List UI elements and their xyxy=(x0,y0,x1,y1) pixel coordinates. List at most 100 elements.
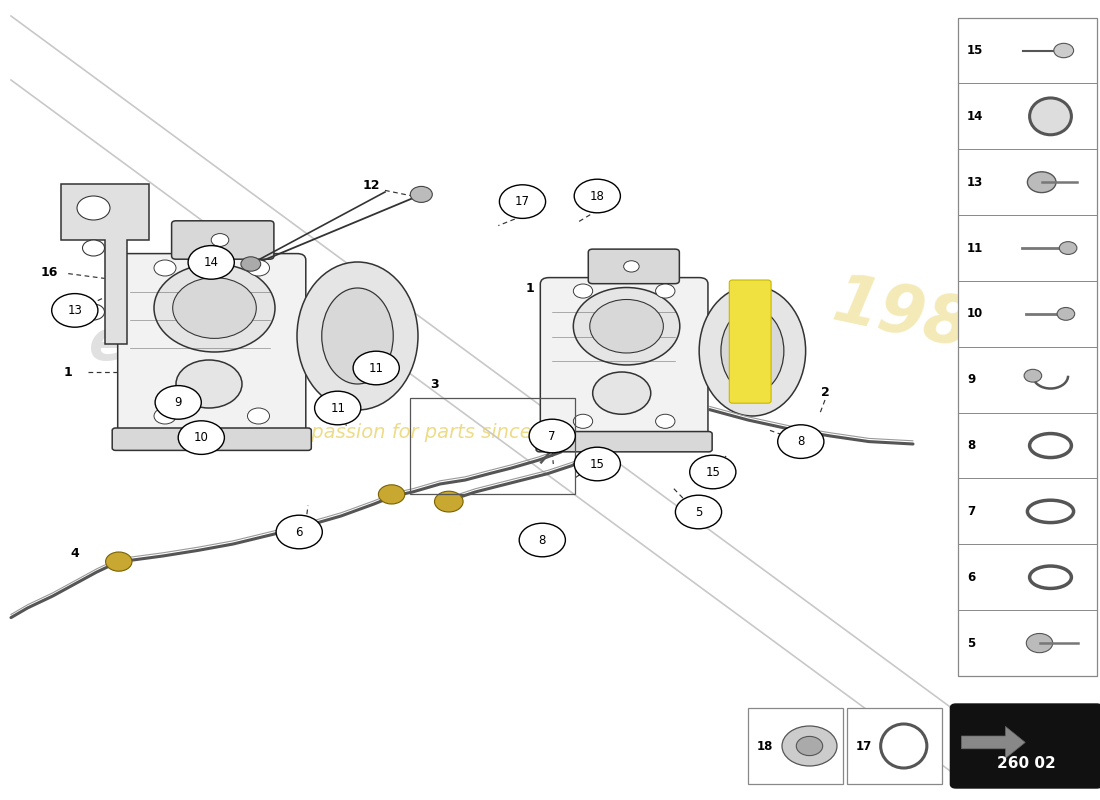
Text: 5: 5 xyxy=(695,506,702,518)
Circle shape xyxy=(154,408,176,424)
Text: 5: 5 xyxy=(967,637,975,650)
Bar xyxy=(748,708,843,784)
Text: 4: 4 xyxy=(70,547,79,560)
Ellipse shape xyxy=(297,262,418,410)
Circle shape xyxy=(315,391,361,425)
Circle shape xyxy=(82,240,104,256)
Text: 260 02: 260 02 xyxy=(997,757,1056,771)
Circle shape xyxy=(434,491,463,512)
Text: 8: 8 xyxy=(798,435,804,448)
Circle shape xyxy=(778,425,824,458)
Circle shape xyxy=(593,372,651,414)
Circle shape xyxy=(173,278,256,338)
Text: 14: 14 xyxy=(204,256,219,269)
Text: 1: 1 xyxy=(64,366,73,378)
Circle shape xyxy=(574,447,620,481)
Circle shape xyxy=(353,351,399,385)
Circle shape xyxy=(675,495,722,529)
Text: 18: 18 xyxy=(757,739,773,753)
Text: 16: 16 xyxy=(41,266,58,278)
Text: 13: 13 xyxy=(67,304,82,317)
Circle shape xyxy=(52,294,98,327)
Circle shape xyxy=(248,260,270,276)
Text: 9: 9 xyxy=(967,374,975,386)
Text: 17: 17 xyxy=(856,739,872,753)
Text: 1: 1 xyxy=(526,282,535,294)
FancyBboxPatch shape xyxy=(729,280,771,403)
Text: 1985: 1985 xyxy=(826,269,1022,371)
Circle shape xyxy=(276,515,322,549)
Circle shape xyxy=(782,726,837,766)
Circle shape xyxy=(624,261,639,272)
Circle shape xyxy=(1057,307,1075,320)
Polygon shape xyxy=(961,726,1025,758)
Circle shape xyxy=(656,284,675,298)
Circle shape xyxy=(690,455,736,489)
Circle shape xyxy=(574,179,620,213)
Bar xyxy=(958,18,1097,676)
Text: 8: 8 xyxy=(967,439,975,452)
Circle shape xyxy=(176,360,242,408)
Text: 2: 2 xyxy=(821,386,829,398)
Circle shape xyxy=(1059,242,1077,254)
Text: 6: 6 xyxy=(967,570,975,584)
Circle shape xyxy=(519,523,565,557)
Circle shape xyxy=(796,736,823,755)
Circle shape xyxy=(77,196,110,220)
FancyBboxPatch shape xyxy=(536,431,712,452)
Circle shape xyxy=(590,299,663,353)
Text: 15: 15 xyxy=(590,458,605,470)
Text: 6: 6 xyxy=(296,526,303,538)
Bar xyxy=(847,708,942,784)
Text: 9: 9 xyxy=(175,396,182,409)
Circle shape xyxy=(155,386,201,419)
FancyBboxPatch shape xyxy=(172,221,274,259)
Text: 14: 14 xyxy=(967,110,983,123)
Text: 11: 11 xyxy=(368,362,384,374)
Circle shape xyxy=(573,287,680,365)
Bar xyxy=(410,398,575,494)
Text: 15: 15 xyxy=(967,44,983,57)
Circle shape xyxy=(106,552,132,571)
Circle shape xyxy=(573,414,593,428)
Circle shape xyxy=(188,246,234,279)
Text: 10: 10 xyxy=(194,431,209,444)
Text: europarts: europarts xyxy=(89,317,395,371)
FancyBboxPatch shape xyxy=(112,428,311,450)
Text: 11: 11 xyxy=(330,402,345,414)
FancyBboxPatch shape xyxy=(540,278,708,446)
Text: 7: 7 xyxy=(549,430,556,442)
Circle shape xyxy=(154,260,176,276)
Circle shape xyxy=(82,304,104,320)
Circle shape xyxy=(178,421,224,454)
Circle shape xyxy=(248,408,270,424)
Text: 17: 17 xyxy=(515,195,530,208)
Circle shape xyxy=(1026,634,1053,653)
Text: 18: 18 xyxy=(590,190,605,202)
FancyBboxPatch shape xyxy=(118,254,306,442)
Circle shape xyxy=(1054,43,1074,58)
Circle shape xyxy=(1027,172,1056,193)
Text: 11: 11 xyxy=(967,242,983,254)
Circle shape xyxy=(529,419,575,453)
Text: 12: 12 xyxy=(363,179,381,192)
Circle shape xyxy=(656,414,675,428)
Circle shape xyxy=(410,186,432,202)
Ellipse shape xyxy=(700,286,805,416)
Circle shape xyxy=(378,485,405,504)
Text: 8: 8 xyxy=(539,534,546,546)
Text: 7: 7 xyxy=(967,505,975,518)
Text: 15: 15 xyxy=(705,466,720,478)
Circle shape xyxy=(211,234,229,246)
Ellipse shape xyxy=(720,309,784,393)
Ellipse shape xyxy=(321,288,394,384)
Ellipse shape xyxy=(1030,98,1071,134)
Text: 13: 13 xyxy=(967,176,983,189)
FancyBboxPatch shape xyxy=(588,249,680,284)
FancyBboxPatch shape xyxy=(950,704,1100,788)
Circle shape xyxy=(1024,370,1042,382)
Circle shape xyxy=(241,257,261,271)
Text: 3: 3 xyxy=(430,378,439,390)
Circle shape xyxy=(573,284,593,298)
Text: 10: 10 xyxy=(967,307,983,320)
